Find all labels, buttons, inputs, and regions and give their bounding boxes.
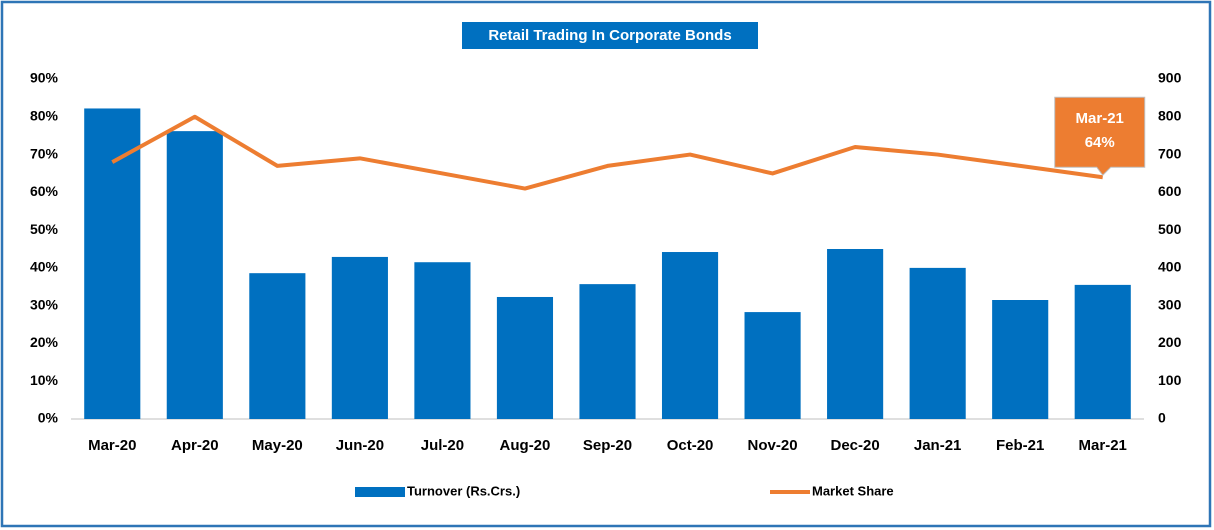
y-tick-label: 90%	[30, 70, 59, 86]
y-tick-label: 60%	[30, 183, 59, 199]
y2-tick-label: 700	[1158, 145, 1182, 161]
bar	[661, 252, 719, 419]
x-tick-label: May-20	[252, 437, 303, 454]
y2-tick-label: 200	[1158, 334, 1182, 350]
y-tick-label: 20%	[30, 334, 59, 350]
y-tick-label: 40%	[30, 259, 59, 275]
x-tick-label: Jun-20	[336, 437, 384, 454]
bar	[909, 267, 966, 419]
line	[111, 114, 1104, 191]
x-tick-label: Nov-20	[748, 437, 798, 454]
x-tick-label: Dec-20	[831, 437, 880, 454]
x-tick-label: Feb-21	[996, 437, 1044, 454]
x-tick-label: Sep-20	[583, 437, 632, 454]
bar	[827, 249, 884, 419]
y2-tick-label: 900	[1158, 70, 1182, 86]
y-tick-label: 10%	[30, 372, 59, 388]
y2-tick-label: 800	[1158, 107, 1182, 123]
bar	[331, 256, 388, 419]
x-tick-label: Jul-20	[421, 437, 464, 454]
y2-tick-label: 500	[1158, 221, 1182, 237]
bar	[249, 273, 306, 419]
y2-tick-label: 400	[1158, 259, 1182, 275]
x-tick-label: Oct-20	[667, 437, 714, 454]
bar	[1074, 284, 1131, 419]
x-tick-label: Jan-21	[914, 437, 962, 454]
y-tick-label: 0%	[38, 410, 59, 426]
y-tick-label: 30%	[30, 296, 59, 312]
callout-value: 64%	[1085, 134, 1115, 151]
bar	[992, 300, 1049, 419]
bar	[744, 312, 801, 419]
legend-label: Market Share	[812, 483, 894, 498]
y2-tick-label: 0	[1158, 410, 1166, 426]
y2-tick-label: 600	[1158, 183, 1182, 199]
bar	[496, 296, 554, 419]
y-tick-label: 70%	[30, 145, 59, 161]
bar	[579, 284, 636, 419]
x-tick-label: Mar-20	[88, 437, 136, 454]
x-tick-label: Apr-20	[171, 437, 219, 454]
bar	[84, 108, 141, 419]
y-tick-label: 80%	[30, 107, 59, 123]
legend-swatch	[355, 487, 405, 497]
y-tick-label: 50%	[30, 221, 59, 237]
callout-category: Mar-21	[1076, 110, 1124, 127]
chart-title: Retail Trading In Corporate Bonds	[488, 27, 731, 44]
callout-box	[1054, 96, 1146, 176]
x-tick-label: Aug-20	[500, 437, 551, 454]
bar	[414, 262, 471, 419]
bar	[166, 131, 223, 419]
legend-label: Turnover (Rs.Crs.)	[407, 483, 520, 498]
x-tick-label: Mar-21	[1079, 437, 1127, 454]
y2-tick-label: 300	[1158, 296, 1182, 312]
y2-tick-label: 100	[1158, 372, 1182, 388]
title-box	[462, 22, 758, 49]
